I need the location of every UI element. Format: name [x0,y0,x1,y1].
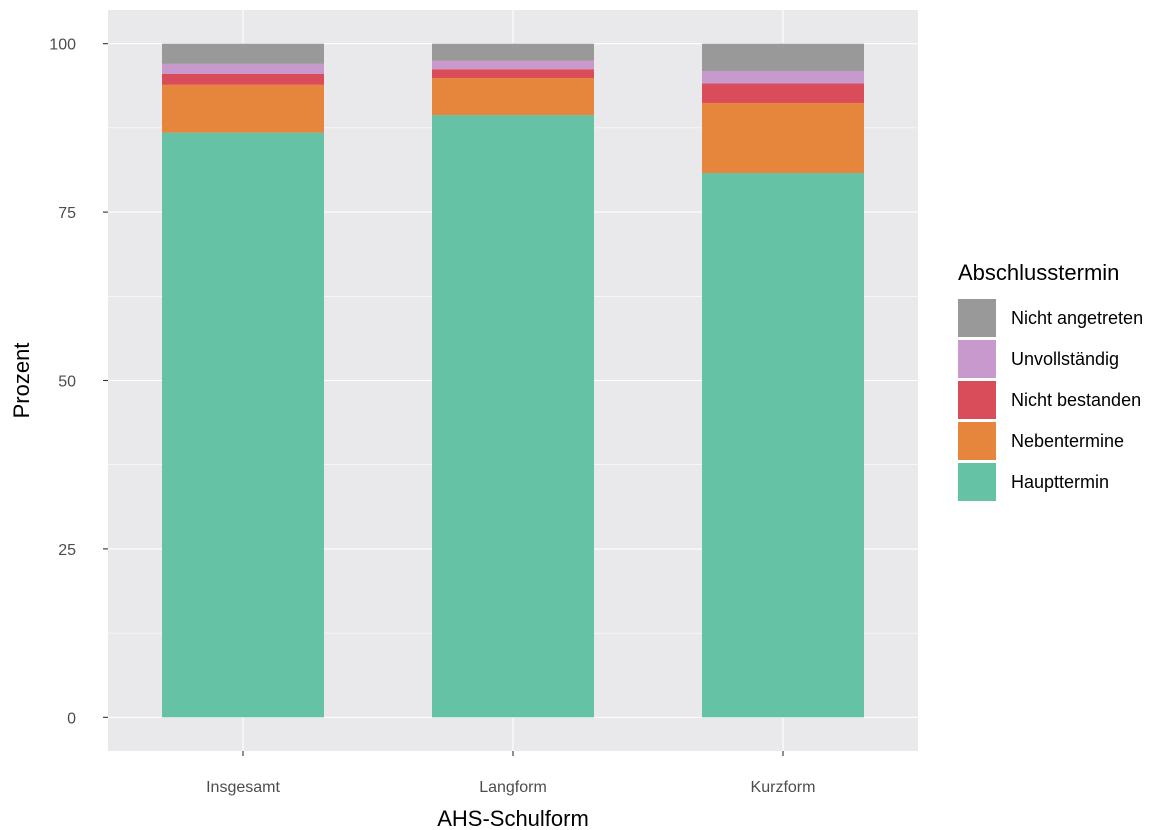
legend-key [958,463,996,501]
bar-nicht-bestanden-insgesamt [162,73,324,85]
legend-key [958,422,996,460]
bar-haupttermin-kurzform [702,173,864,718]
legend-title: Abschlusstermin [958,260,1119,285]
bar-nicht-angetreten-insgesamt [162,43,324,64]
y-tick-label: 25 [58,542,76,559]
bar-nicht-angetreten-langform [432,43,594,61]
bar-nebentermine-langform [432,78,594,116]
legend-label: Nebentermine [1011,431,1124,451]
legend: Nicht angetreten Unvollständig Nicht besta… [958,299,1143,501]
bar-nicht-bestanden-langform [432,69,594,79]
x-tick-label: Langform [479,779,547,796]
bar-nebentermine-insgesamt [162,84,324,133]
x-axis-ticks: Insgesamt Langform Kurzform [206,751,815,796]
x-axis-title: AHS-Schulform [437,806,589,830]
bar-haupttermin-langform [432,115,594,718]
legend-key [958,299,996,337]
legend-label: Haupttermin [1011,472,1109,492]
y-tick-label: 50 [58,374,76,391]
x-tick-label: Kurzform [751,779,816,796]
x-tick-label: Insgesamt [206,779,280,796]
legend-key [958,381,996,419]
legend-label: Nicht bestanden [1011,390,1141,410]
y-tick-label: 100 [49,37,76,54]
y-tick-label: 0 [67,710,76,727]
y-axis-ticks: 0 25 50 75 100 [49,37,108,727]
y-axis-title: Prozent [9,343,34,419]
legend-label: Unvollständig [1011,349,1119,369]
bar-unvollst-ndig-insgesamt [162,63,324,74]
bar-nicht-angetreten-kurzform [702,43,864,72]
bar-unvollst-ndig-langform [432,60,594,70]
bar-nicht-bestanden-kurzform [702,83,864,103]
bar-unvollst-ndig-kurzform [702,71,864,84]
legend-label: Nicht angetreten [1011,308,1143,328]
y-tick-label: 75 [58,205,76,222]
legend-key [958,340,996,378]
bar-nebentermine-kurzform [702,102,864,174]
bars [162,43,864,718]
bar-haupttermin-insgesamt [162,132,324,718]
